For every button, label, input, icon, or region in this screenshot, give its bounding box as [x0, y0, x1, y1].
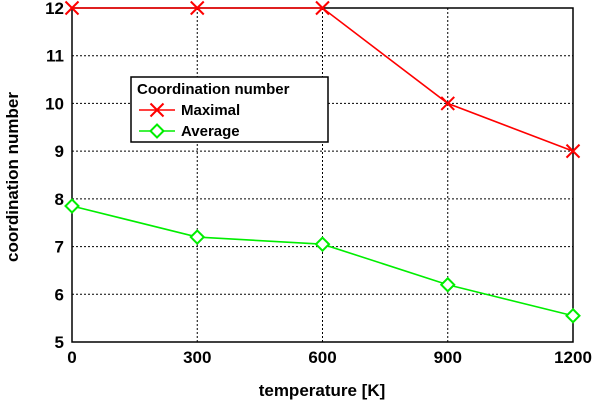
grid-lines [72, 8, 573, 342]
y-tick-label: 8 [55, 190, 64, 209]
legend-marker [149, 123, 165, 139]
data-point [315, 0, 330, 16]
x-tick-labels: 0 300 600 900 1200 [67, 348, 592, 367]
x-tick-label: 0 [67, 348, 76, 367]
data-point [64, 198, 80, 214]
data-point [565, 143, 581, 159]
data-point [440, 96, 455, 111]
legend-label: Maximal [181, 102, 240, 119]
x-tick-label: 300 [183, 348, 211, 367]
legend-entry-maximal: Maximal [139, 102, 240, 119]
y-tick-label: 5 [55, 333, 64, 352]
data-point [189, 229, 206, 245]
data-point [314, 236, 331, 253]
legend: Coordination number Maximal Average [130, 76, 329, 143]
y-tick-label: 11 [46, 47, 64, 66]
series-maximal [64, 0, 581, 159]
legend-title: Coordination number [137, 81, 290, 98]
x-tick-label: 600 [308, 348, 336, 367]
data-point [190, 0, 205, 16]
data-point [439, 276, 456, 293]
series-average [64, 198, 581, 324]
x-axis-label: temperature [K] [259, 381, 386, 400]
legend-marker [149, 102, 165, 118]
legend-entry-average: Average [139, 123, 240, 140]
y-tick-label: 7 [55, 238, 64, 257]
plot-frame [71, 7, 574, 343]
x-tick-label: 1200 [554, 348, 592, 367]
legend-label: Average [181, 123, 240, 140]
x-tick-label: 900 [434, 348, 462, 367]
data-point [64, 0, 80, 16]
y-tick-label: 9 [55, 142, 64, 161]
y-tick-label: 10 [45, 94, 64, 113]
data-point [565, 307, 581, 324]
y-tick-label: 6 [55, 285, 64, 304]
y-axis-label: coordination number [3, 92, 22, 262]
y-tick-labels: 5 6 7 8 9 10 11 12 [45, 0, 64, 352]
y-tick-label: 12 [45, 0, 64, 18]
series-group [64, 0, 581, 324]
